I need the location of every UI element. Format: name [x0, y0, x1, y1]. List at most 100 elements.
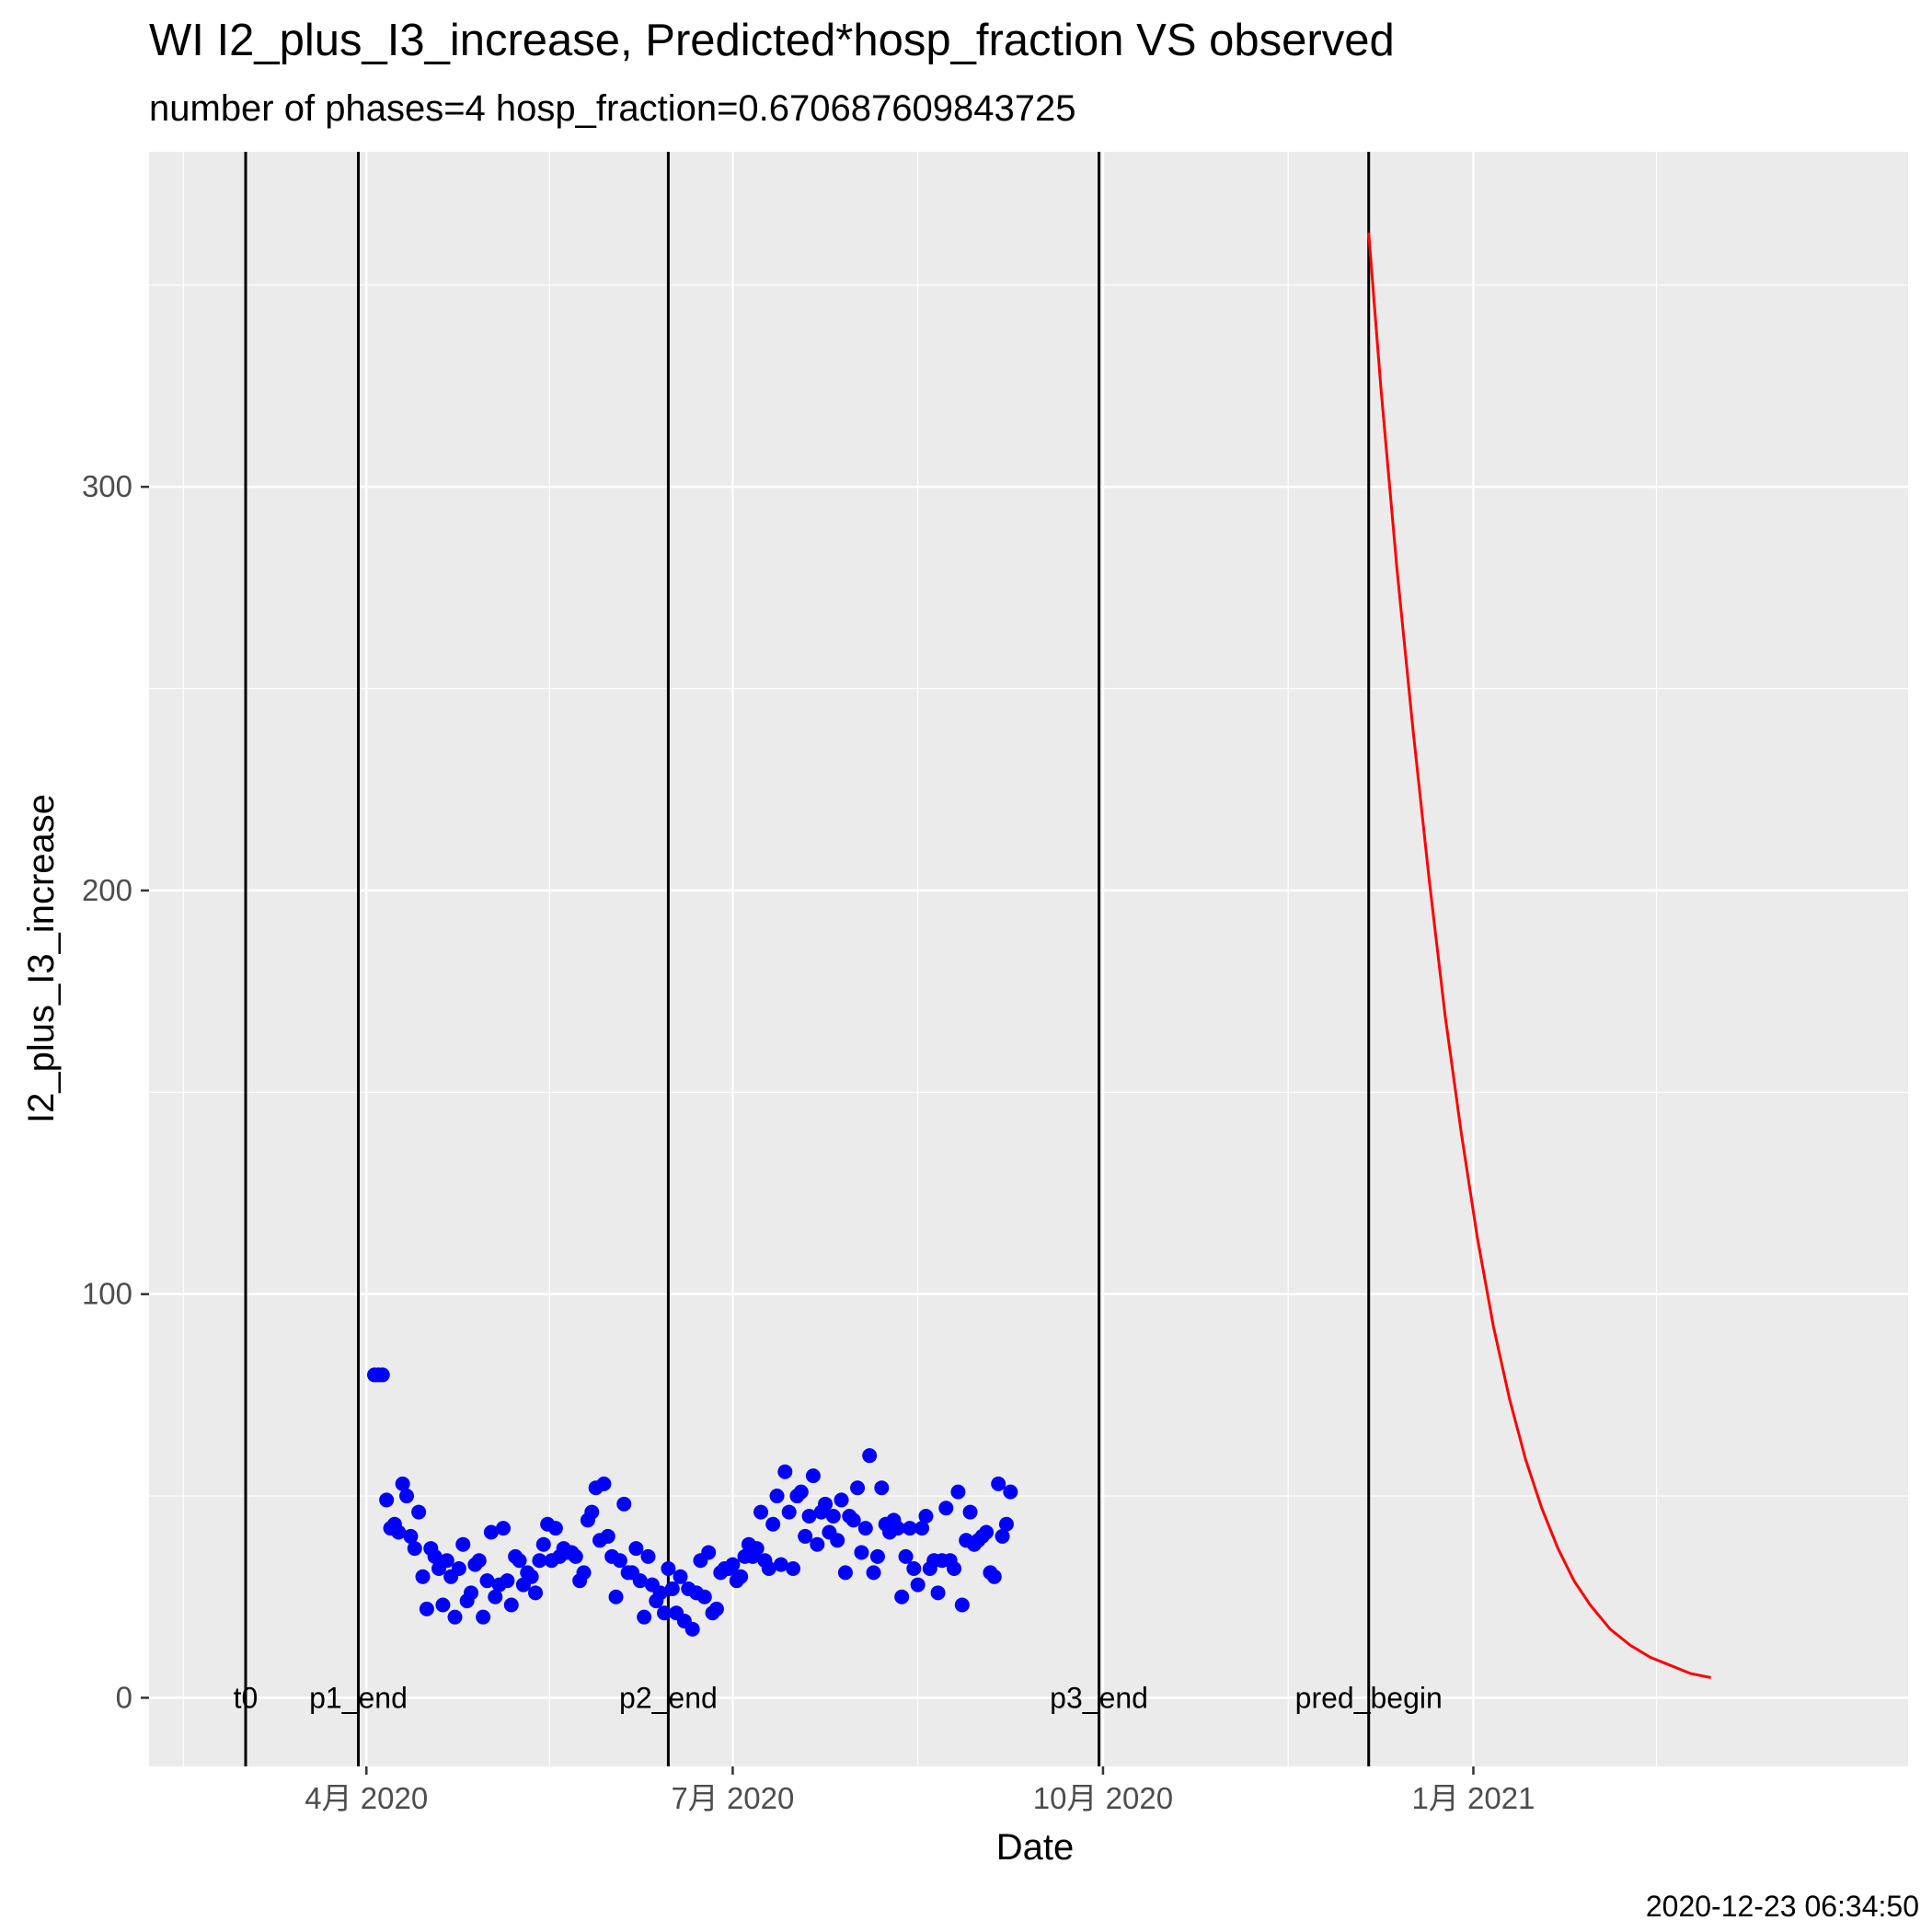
- data-point: [439, 1553, 454, 1569]
- data-point: [995, 1528, 1010, 1544]
- data-point: [1003, 1484, 1018, 1500]
- data-point: [786, 1561, 801, 1577]
- data-point: [986, 1569, 1002, 1584]
- data-point: [483, 1524, 499, 1540]
- data-point: [914, 1521, 930, 1536]
- data-point: [708, 1601, 724, 1616]
- data-point: [596, 1476, 612, 1491]
- data-point: [512, 1553, 527, 1569]
- data-point: [471, 1553, 487, 1569]
- data-point: [451, 1561, 466, 1577]
- data-point: [910, 1577, 926, 1593]
- data-point: [825, 1508, 841, 1524]
- data-point: [834, 1492, 849, 1508]
- grid-major: [149, 152, 1908, 1766]
- data-point: [696, 1589, 712, 1604]
- phase-lines: [244, 152, 1371, 1766]
- chart-subtitle: number of phases=4 hosp_fraction=0.67068…: [149, 88, 1075, 129]
- data-point: [918, 1508, 934, 1524]
- y-axis: 0 100 200 300: [82, 469, 149, 1714]
- data-point: [419, 1601, 434, 1616]
- data-point: [725, 1557, 741, 1572]
- data-point: [862, 1448, 878, 1464]
- data-point: [991, 1476, 1006, 1491]
- data-point: [523, 1569, 539, 1584]
- data-point: [684, 1621, 700, 1637]
- data-point: [906, 1561, 922, 1577]
- data-point: [801, 1508, 817, 1524]
- observed-points: [367, 1367, 1018, 1637]
- data-point: [854, 1545, 869, 1560]
- data-point: [576, 1565, 592, 1581]
- data-point: [793, 1484, 809, 1500]
- data-point: [733, 1569, 749, 1584]
- data-point: [547, 1521, 563, 1536]
- data-point: [753, 1504, 769, 1520]
- plot-panel: [149, 152, 1908, 1766]
- data-point: [857, 1521, 873, 1536]
- data-point: [890, 1521, 905, 1536]
- data-point: [765, 1516, 781, 1532]
- y-tick-label: 300: [82, 469, 132, 503]
- data-point: [532, 1553, 547, 1569]
- data-point: [496, 1521, 512, 1536]
- data-point: [930, 1585, 946, 1601]
- data-point: [415, 1569, 431, 1584]
- data-point: [528, 1585, 544, 1601]
- data-point: [374, 1367, 390, 1383]
- data-point: [476, 1609, 491, 1625]
- data-point: [435, 1597, 451, 1613]
- data-point: [898, 1548, 914, 1564]
- data-point: [399, 1489, 415, 1504]
- data-point: [612, 1553, 627, 1569]
- data-point: [837, 1565, 853, 1581]
- x-tick-label: 10月 2020: [1033, 1781, 1173, 1815]
- phase-label-p3-end: p3_end: [1050, 1681, 1148, 1714]
- data-point: [950, 1484, 966, 1500]
- data-point: [500, 1573, 515, 1589]
- data-point: [455, 1536, 471, 1552]
- data-point: [850, 1480, 866, 1496]
- data-point: [411, 1504, 427, 1520]
- y-axis-title: I2_plus_I3_increase: [21, 794, 62, 1123]
- data-point: [830, 1533, 845, 1548]
- y-tick-label: 0: [116, 1680, 132, 1714]
- data-point: [938, 1501, 954, 1516]
- data-point: [818, 1496, 834, 1512]
- data-point: [777, 1464, 793, 1479]
- chart-title: WI I2_plus_I3_increase, Predicted*hosp_f…: [149, 16, 1395, 65]
- data-point: [749, 1541, 765, 1557]
- data-point: [810, 1536, 825, 1552]
- data-point: [798, 1528, 813, 1544]
- data-point: [464, 1585, 479, 1601]
- data-point: [902, 1521, 917, 1536]
- data-point: [447, 1609, 463, 1625]
- phase-label-p1-end: p1_end: [309, 1681, 408, 1714]
- phase-label-p2-end: p2_end: [619, 1681, 718, 1714]
- data-point: [869, 1548, 885, 1564]
- x-axis: 4月 2020 7月 2020 10月 2020 1月 2021: [305, 1766, 1535, 1815]
- phase-labels: t0 p1_end p2_end p3_end pred_begin: [234, 1681, 1443, 1714]
- data-point: [769, 1489, 785, 1504]
- x-tick-label: 7月 2020: [671, 1781, 794, 1815]
- data-point: [664, 1581, 680, 1596]
- data-point: [637, 1609, 652, 1625]
- data-point: [773, 1557, 788, 1572]
- data-point: [391, 1524, 407, 1540]
- y-tick-label: 100: [82, 1277, 132, 1311]
- data-point: [632, 1573, 648, 1589]
- data-point: [503, 1597, 519, 1613]
- data-point: [403, 1528, 419, 1544]
- data-point: [954, 1597, 970, 1613]
- data-point: [701, 1545, 717, 1560]
- data-point: [479, 1573, 495, 1589]
- data-point: [427, 1548, 443, 1564]
- data-point: [584, 1504, 600, 1520]
- data-point: [845, 1512, 861, 1528]
- phase-label-pred-begin: pred_begin: [1295, 1681, 1443, 1714]
- data-point: [379, 1492, 395, 1508]
- data-point: [535, 1536, 551, 1552]
- x-tick-label: 4月 2020: [305, 1781, 428, 1815]
- y-tick-label: 200: [82, 873, 132, 907]
